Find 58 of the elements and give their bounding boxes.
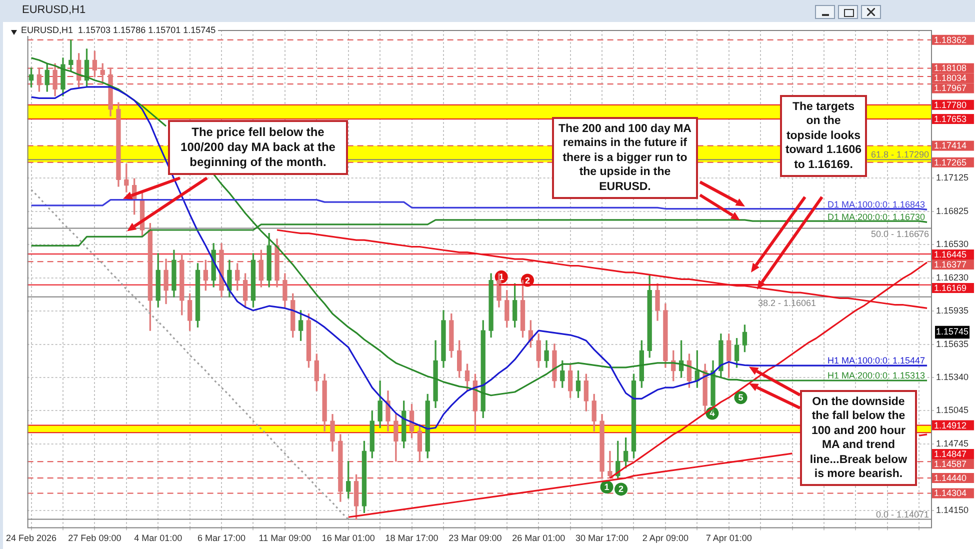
ref-line-label: 1.18034	[934, 73, 967, 84]
series-label: H1 MA:100:0:0: 1.15447	[827, 356, 926, 366]
series-label: H1 MA:200:0:0: 1.15313	[827, 370, 926, 380]
annotation: 61.8 - 1.17290	[870, 150, 929, 160]
chart-title: EURUSD,H1	[22, 4, 86, 16]
y-tick-label: 1.15045	[936, 404, 969, 415]
ref-line-label: 1.17780	[934, 100, 967, 110]
y-tick-label: 1.17125	[936, 172, 969, 183]
ref-line-label: 1.18108	[934, 63, 967, 74]
x-tick-label: 27 Feb 09:00	[68, 533, 122, 544]
annotation: On the downside the fall below the 100 and 200 hour MA and trend line...Break below is more bearish.	[800, 390, 917, 486]
ref-line-label: 1.17414	[934, 140, 967, 151]
y-tick-label: 1.16530	[936, 239, 969, 250]
y-tick-label: 1.16825	[936, 206, 969, 216]
series-label: D1 MA:200:0:0: 1.16730	[827, 212, 926, 222]
ref-line-label: 1.17265	[934, 157, 967, 168]
x-tick-label: 11 Mar 09:00	[258, 533, 312, 544]
ref-line-label: 1.16445	[934, 250, 967, 260]
y-tick-label: 1.15340	[936, 372, 969, 382]
x-tick-label: 7 Apr 01:00	[706, 533, 752, 544]
series-label: D1 MA:100:0:0: 1.16843	[827, 200, 926, 210]
x-tick-label: 30 Mar 17:00	[576, 533, 629, 544]
annotation: 5	[738, 392, 744, 403]
ref-line-label: 1.14912	[934, 420, 967, 430]
annotation: The 200 and 100 day MA remains in the future if there is a bigger run to the upside in the EURUSD.	[552, 117, 698, 199]
ref-line-label: 1.14440	[934, 473, 967, 484]
annotation: 2	[618, 484, 624, 494]
annotation: The price fell below the 100/200 day MA back at the beginning of the month.	[168, 120, 348, 175]
x-tick-label: 26 Mar 01:00	[512, 533, 566, 544]
annotation: The targets on the topside looks toward 1.1606 to 1.16169.	[780, 95, 867, 177]
y-tick-label: 1.15935	[936, 305, 969, 316]
x-tick-label: 2 Apr 09:00	[642, 533, 688, 544]
chart-subtitle: EURUSD,H1 1.15703 1.15786 1.15701 1.15745	[19, 25, 218, 36]
annotation: 0.0 - 1.14071	[876, 509, 929, 520]
x-tick-label: 23 Mar 09:00	[448, 533, 502, 544]
y-tick-label: 1.14745	[936, 438, 969, 448]
annotation: 38.2 - 1.16061	[758, 298, 816, 308]
ref-line-label: 1.14304	[934, 488, 967, 498]
ref-line-label: 1.16377	[934, 260, 967, 270]
annotation: 1	[498, 272, 504, 282]
ref-line-label: 1.16169	[934, 283, 967, 294]
ref-line-label: 1.14847	[934, 448, 967, 459]
x-tick-label: 18 Mar 17:00	[385, 533, 438, 544]
x-tick-label: 24 Feb 2026	[6, 533, 57, 544]
annotation: 1	[604, 482, 610, 492]
ref-line-label: 1.14587	[934, 458, 967, 469]
y-tick-label: 1.16230	[936, 272, 969, 283]
annotation: 2	[525, 275, 530, 286]
annotation: 50.0 - 1.16676	[870, 229, 929, 240]
y-tick-label: 1.14150	[936, 504, 969, 515]
y-tick-label: 1.15745	[936, 326, 969, 337]
ref-line-label: 1.17967	[934, 83, 967, 94]
y-tick-label: 1.15635	[936, 339, 969, 350]
ref-line-label: 1.18362	[934, 34, 967, 45]
x-tick-label: 6 Mar 17:00	[198, 533, 246, 544]
x-tick-label: 16 Mar 01:00	[322, 533, 375, 544]
ref-line-label: 1.17653	[934, 114, 967, 124]
x-tick-label: 4 Mar 01:00	[134, 533, 182, 544]
